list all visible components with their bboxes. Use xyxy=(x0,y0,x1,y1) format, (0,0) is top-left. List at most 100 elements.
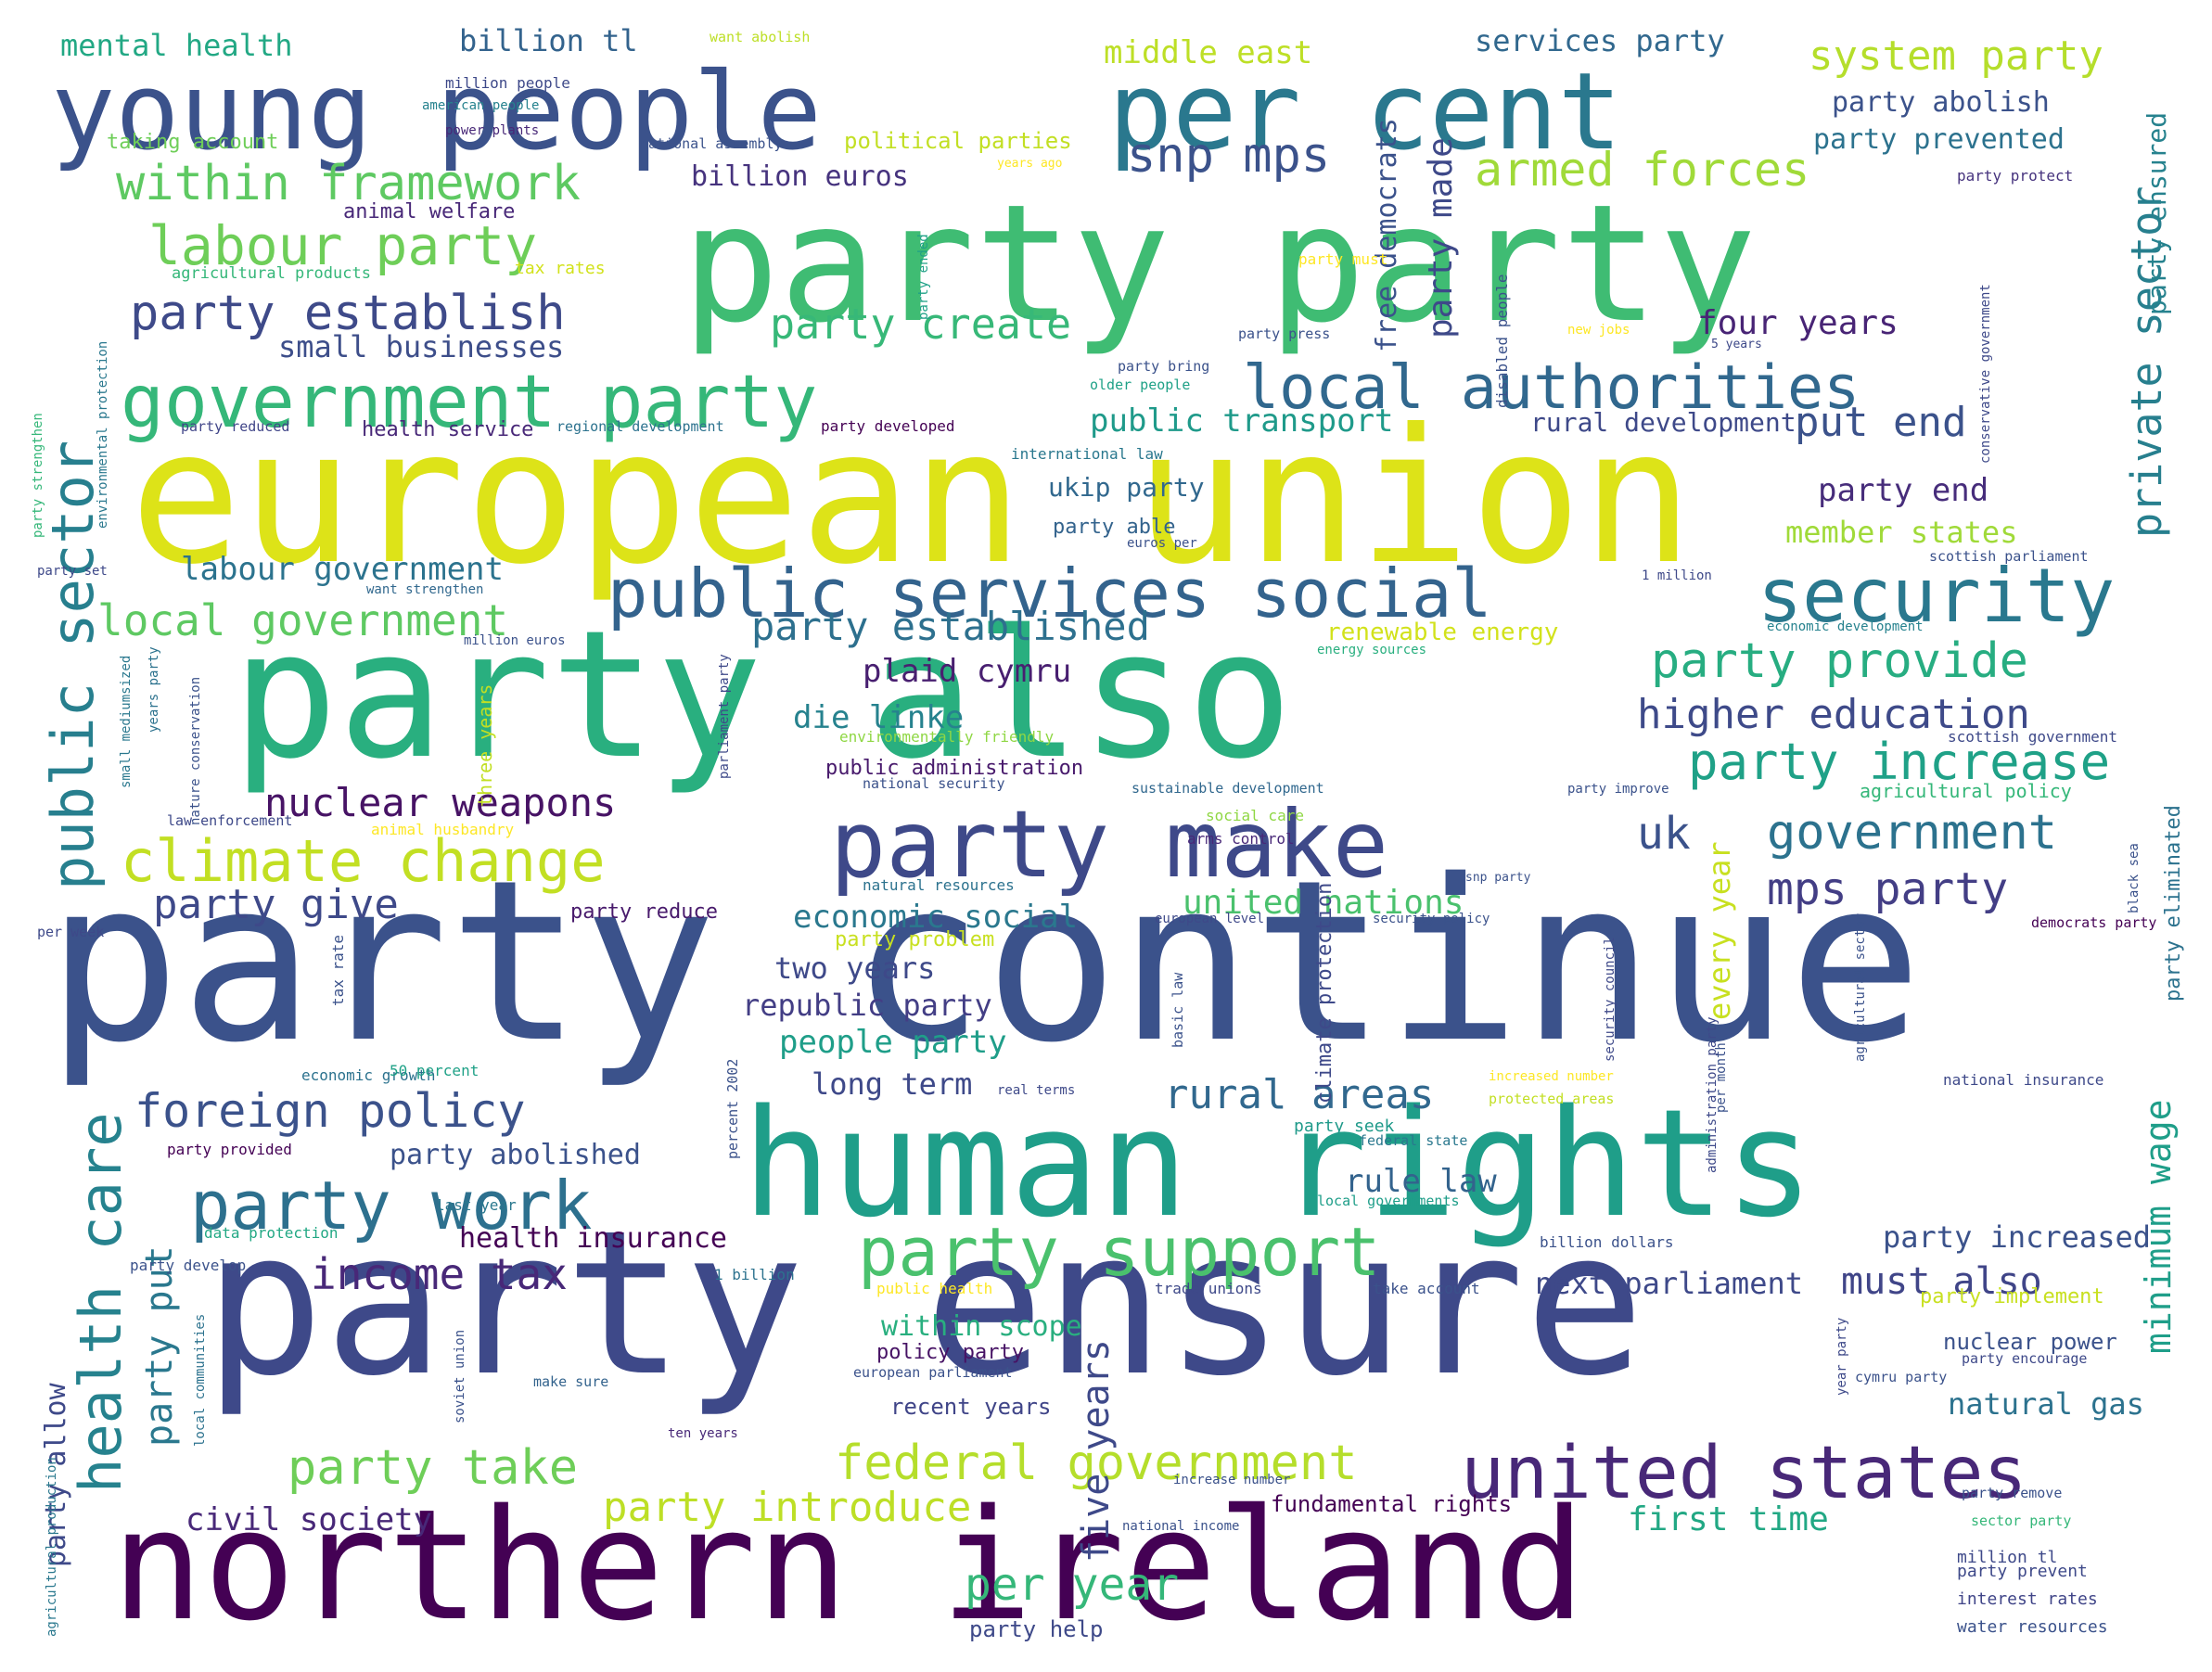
word-republic-party: republic party xyxy=(742,988,992,1023)
word-environmentally-friendly: environmentally friendly xyxy=(839,728,1055,746)
word-agricultural-production: agricultural production xyxy=(45,1457,59,1637)
word-put-end: put end xyxy=(1795,399,1966,446)
word-arms-control: arms control xyxy=(1187,830,1295,848)
word-security-council: security council xyxy=(1603,937,1617,1062)
word-party-also: party also xyxy=(232,593,1293,798)
word-civil-society: civil society xyxy=(185,1501,432,1538)
word-party-take: party take xyxy=(288,1440,578,1496)
word-mps-party: mps party xyxy=(1767,863,2008,915)
word-party-bring: party bring xyxy=(1118,358,1209,375)
word-people-party: people party xyxy=(779,1024,1007,1061)
word-party-introduce: party introduce xyxy=(603,1484,971,1531)
word-system-party: system party xyxy=(1809,32,2103,80)
word-private-sector: private sector xyxy=(2122,186,2171,538)
word-national-assembly: national assembly xyxy=(640,135,783,152)
word-party-implement: party implement xyxy=(1920,1285,2104,1308)
word-united-states: united states xyxy=(1461,1432,2027,1515)
word-democrats-party: democrats party xyxy=(2031,914,2156,931)
word-agricultural-policy: agricultural policy xyxy=(1860,780,2072,802)
word-party-improve: party improve xyxy=(1567,782,1669,797)
word-party-reduced: party reduced xyxy=(181,418,289,435)
word-party-develop: party develop xyxy=(130,1257,246,1274)
word-party-prevented: party prevented xyxy=(1813,123,2065,156)
word-minimum-wage: minimum wage xyxy=(2138,1099,2179,1354)
word-party-seek: party seek xyxy=(1294,1117,1395,1136)
word-government: government xyxy=(1767,805,2057,861)
word-federal-government: federal government xyxy=(835,1436,1358,1491)
word-billion-tl: billion tl xyxy=(459,23,638,58)
word-rural-development: rural development xyxy=(1530,407,1796,438)
word-climate-change: climate change xyxy=(121,827,606,895)
word-economic-development: economic development xyxy=(1767,619,1924,634)
word-basic-law: basic law xyxy=(1170,972,1186,1048)
word-party-ensure: party ensure xyxy=(204,1187,1644,1420)
word-american-people: american people xyxy=(422,98,539,113)
word-european-parliament: european parliament xyxy=(853,1364,1013,1381)
word-administration-party: administration party xyxy=(1705,1016,1720,1173)
word-party-allow: party allow xyxy=(40,1382,72,1567)
word-increased-number: increased number xyxy=(1489,1069,1614,1084)
word-percent-2002: percent 2002 xyxy=(724,1059,741,1159)
word-security: security xyxy=(1758,553,2115,639)
word-party-made: party made xyxy=(1422,137,1460,338)
word-party-reduce: party reduce xyxy=(570,900,718,924)
word-party-make: party make xyxy=(830,790,1388,899)
word-free-democrats: free democrats xyxy=(1371,118,1403,352)
word-soviet-union: soviet union xyxy=(453,1330,467,1423)
word-labour-party: labour party xyxy=(148,214,537,277)
word-party-strengthen: party strengthen xyxy=(31,413,45,538)
word-government-party: government party xyxy=(121,361,817,444)
word-local-authorities: local authorities xyxy=(1243,353,1860,423)
word-trade-unions: trade unions xyxy=(1155,1280,1262,1297)
word-party-encourage: party encourage xyxy=(1962,1350,2087,1367)
word-sustainable-development: sustainable development xyxy=(1132,780,1324,797)
word-sector-party: sector party xyxy=(1971,1512,2071,1529)
word-economic-growth: economic growth xyxy=(301,1066,436,1084)
word-agricultural-products: agricultural products xyxy=(172,264,371,283)
word-within-framework: within framework xyxy=(116,156,581,211)
word-young-people: young people xyxy=(51,50,822,174)
word-northern-ireland: northern ireland xyxy=(111,1476,1585,1654)
word-interest-rates: interest rates xyxy=(1957,1589,2098,1609)
word-party-help: party help xyxy=(969,1616,1104,1642)
word-energy-sources: energy sources xyxy=(1317,643,1426,657)
word-data-protection: data protection xyxy=(204,1224,339,1242)
word-fundamental-rights: fundamental rights xyxy=(1271,1491,1512,1517)
word-five-years: five years xyxy=(1075,1339,1118,1563)
word-health-insurance: health insurance xyxy=(459,1222,727,1255)
word-per-year: per year xyxy=(965,1559,1179,1611)
word-small-mediumsized: small mediumsized xyxy=(119,656,134,788)
word-nuclear-weapons: nuclear weapons xyxy=(264,780,616,825)
word-party-established: party established xyxy=(751,604,1150,649)
word-increase-number: increase number xyxy=(1173,1473,1290,1487)
word-party-set: party set xyxy=(37,564,108,579)
word-uk: uk xyxy=(1637,808,1691,860)
word-nature-conservation: nature conservation xyxy=(188,677,203,825)
word-million-tl: million tl xyxy=(1957,1548,2057,1567)
word-party-must: party must xyxy=(1298,250,1387,268)
word-political-parties: political parties xyxy=(844,128,1072,154)
word-per-week: per week xyxy=(37,924,104,940)
word-armed-forces: armed forces xyxy=(1475,143,1809,197)
word-die-linke: die linke xyxy=(793,699,964,736)
word-renewable-energy: renewable energy xyxy=(1326,619,1558,646)
word-tax-rate: tax rate xyxy=(329,935,347,1006)
word-labour-government: labour government xyxy=(181,551,504,588)
word-animal-welfare: animal welfare xyxy=(343,200,515,223)
word-party-continue: party continue xyxy=(46,832,1923,1091)
word-climate-protection: climate protection xyxy=(1313,883,1336,1104)
word-income-tax: income tax xyxy=(311,1249,568,1299)
word-party-abolished: party abolished xyxy=(390,1139,641,1171)
word-two-years: two years xyxy=(774,951,935,986)
word-party-establish: party establish xyxy=(130,286,566,341)
word-party-developed: party developed xyxy=(821,417,955,435)
word-natural-resources: natural resources xyxy=(863,876,1015,894)
word-snp-party: snp party xyxy=(1465,871,1531,885)
word-party-provide: party provide xyxy=(1651,633,2028,689)
word-per-month: per month xyxy=(1714,1042,1729,1113)
word-united-nations: united nations xyxy=(1183,884,1464,922)
word-parliament-party: parliament party xyxy=(717,654,732,779)
word-party-ensured: party ensured xyxy=(2142,112,2172,315)
word-million-euros: million euros xyxy=(464,633,566,648)
